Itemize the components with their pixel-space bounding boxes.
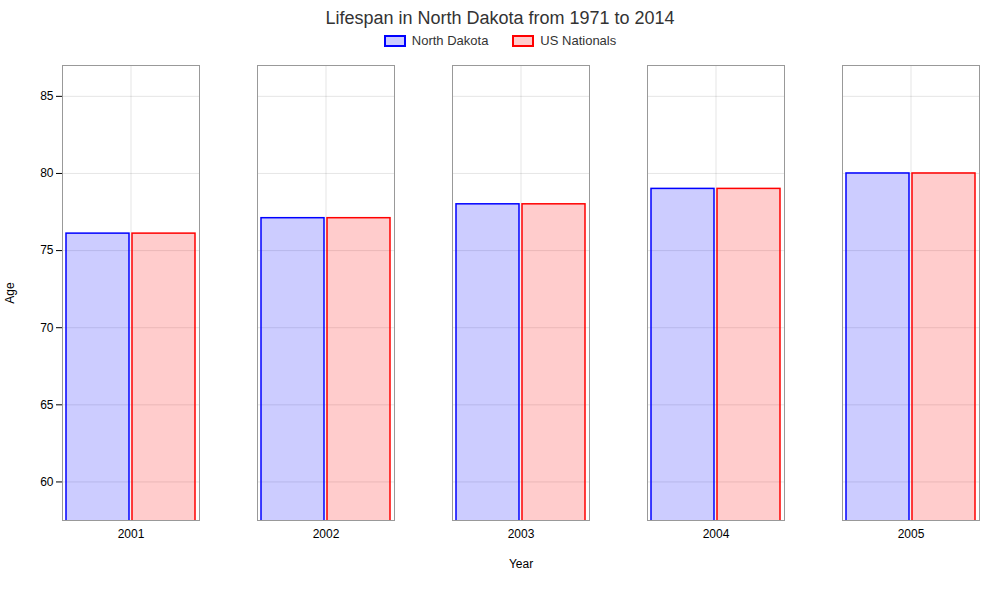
svg-text:2004: 2004: [703, 527, 730, 541]
svg-text:60: 60: [40, 475, 54, 489]
html-text:Lifespan in North Dakota from: Lifespan in North Dakota from 1971 to 20…: [325, 8, 675, 28]
svg-text:2003: 2003: [508, 527, 535, 541]
svg-text:65: 65: [40, 398, 54, 412]
svg-text:2001: 2001: [118, 527, 145, 541]
html-text:North Dakota: North Dakota: [411, 33, 489, 48]
svg-text:70: 70: [40, 321, 54, 335]
svg-text:Year: Year: [509, 557, 533, 571]
svg-text:Age: Age: [3, 282, 17, 304]
svg-text:80: 80: [40, 166, 54, 180]
svg-text:2005: 2005: [898, 527, 925, 541]
svg-text:75: 75: [40, 243, 54, 257]
svg-text:85: 85: [40, 89, 54, 103]
svg-text:2002: 2002: [313, 527, 340, 541]
html-text:US Nationals: US Nationals: [540, 33, 617, 48]
